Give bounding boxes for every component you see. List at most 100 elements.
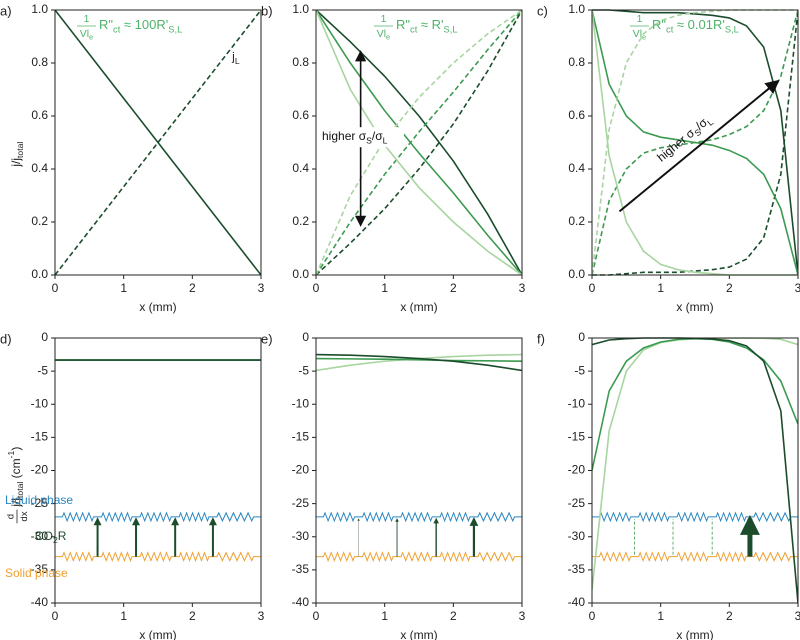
y-tick-label: -40 — [31, 595, 49, 609]
x-axis-label: x (mm) — [139, 300, 176, 314]
data-line — [592, 9, 798, 276]
text-part: R" — [99, 17, 113, 32]
y-tick-label: 0 — [302, 330, 309, 344]
panel-label: b) — [261, 3, 273, 18]
panel-label: c) — [537, 3, 548, 18]
data-line — [592, 9, 798, 276]
rich-text: R"ct ≈ 0.01R'S,L — [652, 17, 739, 35]
data-line — [316, 353, 522, 372]
text-part: S,L — [168, 25, 182, 35]
plot-frame — [315, 9, 523, 276]
x-axis-label: x (mm) — [676, 628, 713, 640]
text-part: j — [231, 50, 235, 64]
text-part: L — [705, 117, 715, 128]
y-tick-label: 0.0 — [568, 267, 585, 281]
rich-text: jL — [231, 50, 240, 66]
x-axis-label: x (mm) — [139, 628, 176, 640]
y-tick-label: 0.8 — [292, 55, 309, 69]
data-line — [316, 9, 522, 276]
y-tick-label: -20 — [31, 463, 49, 477]
y-tick-label: -35 — [31, 562, 49, 576]
text-part: (cm — [9, 458, 23, 481]
panel: c) 0.0 0.2 0.4 0.6 0.8 1.0 0 1 2 3 x (mm) 1 Vle R"ct ≈… — [537, 2, 800, 314]
text-part: Vl — [633, 29, 642, 40]
y-tick-label: -30 — [31, 529, 49, 543]
y-tick-label: -25 — [31, 496, 49, 510]
x-tick-label: 0 — [589, 609, 596, 623]
rich-text: j/jtotal — [9, 142, 25, 168]
rich-text: dx — [19, 511, 30, 521]
y-tick-label: -10 — [568, 396, 586, 410]
y-tick-label: -35 — [568, 562, 586, 576]
diagram-label: Liquid phase — [5, 493, 73, 507]
y-tick-label: 0.2 — [31, 214, 48, 228]
y-tick-label: 0.0 — [31, 267, 48, 281]
text-part: Vl — [377, 29, 386, 40]
x-tick-label: 1 — [657, 609, 664, 623]
panel-label: d) — [0, 331, 12, 346]
resistor-chain — [592, 551, 798, 563]
data-line — [592, 9, 798, 276]
y-tick-label: 0.2 — [568, 214, 585, 228]
data-line — [316, 9, 522, 276]
text-part: S,L — [444, 25, 458, 35]
y-tick-label: -25 — [292, 496, 310, 510]
panel-label: a) — [0, 3, 12, 18]
text-part: ≈ 0.01R' — [673, 17, 725, 32]
x-tick-label: 3 — [519, 609, 526, 623]
text-part: 1 — [84, 14, 90, 25]
x-tick-label: 3 — [795, 609, 800, 623]
rich-text: d — [5, 514, 16, 519]
y-tick-label: -40 — [292, 595, 310, 609]
rich-text: Vle — [80, 29, 93, 42]
plot-frame — [591, 9, 799, 276]
panel-label: e) — [261, 331, 273, 346]
x-tick-label: 3 — [258, 281, 265, 295]
panel: e) -40 -35 -30 -25 -20 -15 -10 -5 0 0 1 2 3 x (mm) — [261, 330, 526, 640]
text-part: ct — [113, 25, 121, 35]
y-tick-label: 0.4 — [568, 161, 585, 175]
rich-text: R"ct ≈ 100R'S,L — [99, 17, 182, 35]
y-tick-label: -20 — [568, 463, 586, 477]
y-tick-label: 0.6 — [292, 108, 309, 122]
resistor-chain — [316, 511, 522, 523]
x-tick-label: 2 — [450, 609, 457, 623]
y-tick-label: 0.8 — [568, 55, 585, 69]
text-part: e — [89, 32, 93, 41]
x-axis-label: x (mm) — [400, 628, 437, 640]
text-part: ≈ R' — [417, 17, 443, 32]
y-tick-label: 0.8 — [31, 55, 48, 69]
y-tick-label: 0.6 — [568, 108, 585, 122]
y-tick-label: 0.4 — [292, 161, 309, 175]
resistor-chain — [316, 551, 522, 563]
panel-label: f) — [537, 331, 545, 346]
panel: f) -40 -35 -30 -25 -20 -15 -10 -5 0 0 1 2 3 x (mm) — [537, 330, 800, 640]
x-tick-label: 2 — [189, 281, 196, 295]
text-part: j/j — [9, 498, 23, 508]
plot-frame — [591, 337, 799, 604]
y-tick-label: 0 — [578, 330, 585, 344]
y-tick-label: -15 — [31, 430, 49, 444]
panel: a) 0.0 0.2 0.4 0.6 0.8 1.0 0 1 2 3 x (mm) j/jtotal 1 V… — [0, 2, 265, 314]
text-part: 1 — [381, 14, 387, 25]
text-part: ≈ 100R' — [120, 17, 168, 32]
text-part: Vl — [80, 29, 89, 40]
text-part: /σ — [372, 129, 383, 143]
x-tick-label: 1 — [381, 609, 388, 623]
text-part: S — [366, 136, 372, 146]
data-line — [316, 357, 522, 362]
rich-text: 1 — [84, 14, 90, 25]
x-tick-label: 0 — [313, 609, 320, 623]
x-tick-label: 0 — [52, 281, 59, 295]
diagram-label: Solid phase — [5, 566, 68, 580]
text-part: higher σ — [322, 129, 367, 143]
x-tick-label: 2 — [189, 609, 196, 623]
text-part: total — [15, 142, 25, 158]
x-tick-label: 0 — [313, 281, 320, 295]
text-part: d — [5, 514, 16, 519]
text-part: e — [642, 32, 646, 41]
x-tick-label: 1 — [120, 281, 127, 295]
data-line — [55, 9, 261, 276]
text-part: S,L — [725, 25, 739, 35]
y-axis-label: j/jtotal — [9, 142, 25, 168]
